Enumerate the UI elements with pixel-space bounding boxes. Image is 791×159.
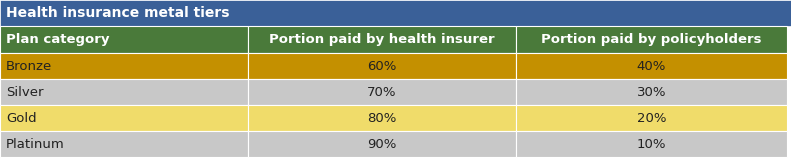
Text: Health insurance metal tiers: Health insurance metal tiers <box>6 6 229 20</box>
Text: Bronze: Bronze <box>6 59 52 73</box>
Bar <box>248 131 516 157</box>
Bar <box>248 105 516 131</box>
Bar <box>248 53 516 79</box>
Bar <box>0 0 791 26</box>
Bar <box>0 131 248 157</box>
Text: 60%: 60% <box>367 59 397 73</box>
Text: 70%: 70% <box>367 86 397 98</box>
Bar <box>0 26 248 53</box>
Text: 80%: 80% <box>367 111 397 124</box>
Text: 20%: 20% <box>637 111 666 124</box>
Bar <box>516 79 787 105</box>
Bar <box>516 131 787 157</box>
Text: 30%: 30% <box>637 86 666 98</box>
Bar <box>516 105 787 131</box>
Bar <box>516 26 787 53</box>
Bar <box>0 53 248 79</box>
Bar <box>248 79 516 105</box>
Text: 40%: 40% <box>637 59 666 73</box>
Text: Gold: Gold <box>6 111 36 124</box>
Bar <box>248 26 516 53</box>
Text: Portion paid by policyholders: Portion paid by policyholders <box>541 33 762 46</box>
Text: 90%: 90% <box>367 138 397 151</box>
Text: 10%: 10% <box>637 138 666 151</box>
Text: Silver: Silver <box>6 86 44 98</box>
Bar <box>516 53 787 79</box>
Text: Platinum: Platinum <box>6 138 65 151</box>
Bar <box>0 79 248 105</box>
Text: Plan category: Plan category <box>6 33 109 46</box>
Bar <box>0 105 248 131</box>
Text: Portion paid by health insurer: Portion paid by health insurer <box>269 33 495 46</box>
